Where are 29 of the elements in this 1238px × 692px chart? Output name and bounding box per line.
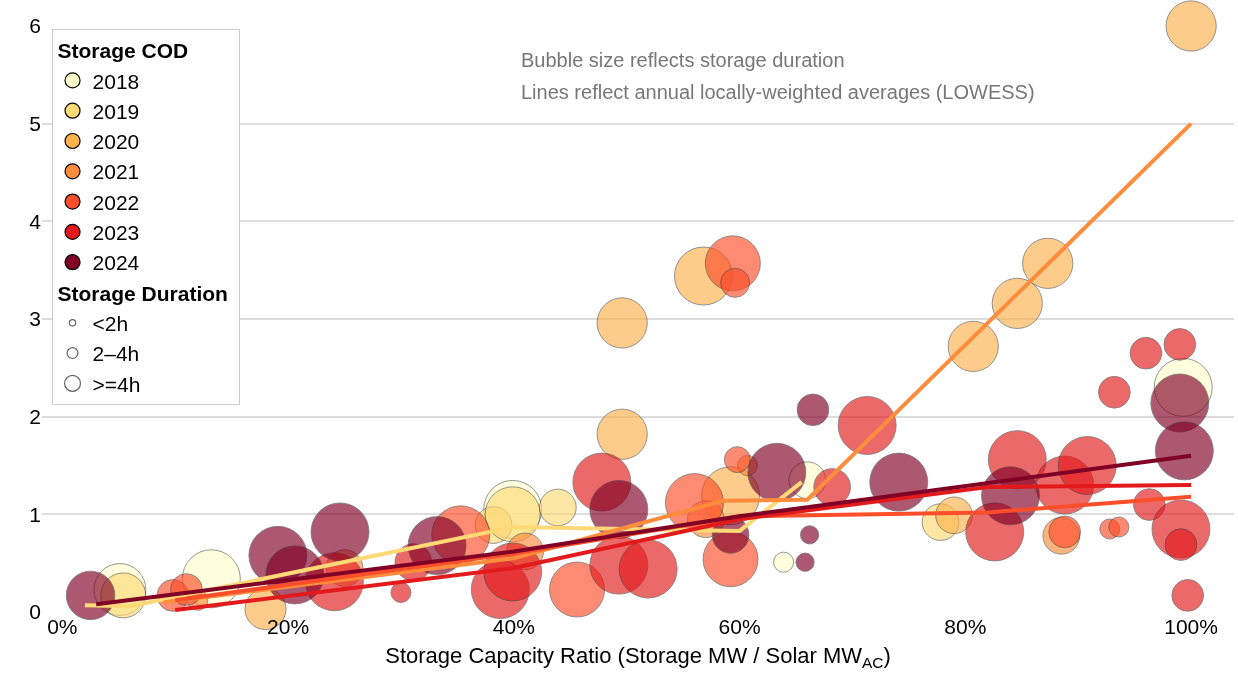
y-tick-label: 5	[29, 112, 41, 136]
legend-label: 2019	[92, 99, 140, 123]
legend-label: <2h	[92, 311, 129, 335]
legend-label: 2018	[92, 69, 140, 93]
x-axis-title: Storage Capacity Ratio (Storage MW / Solar MW$_{AC}$)	[385, 642, 891, 671]
y-tick-label: 0	[29, 600, 41, 624]
line-series	[94, 453, 1194, 607]
y-tick-label: 1	[29, 502, 41, 526]
legend-label: 2020	[92, 130, 140, 154]
legend-label: 2021	[92, 160, 140, 184]
y-tick-label: 6	[29, 14, 41, 38]
legend-label: >=4h	[92, 372, 141, 396]
legend-label: 2022	[92, 190, 140, 214]
x-tick-label: 0%	[47, 615, 78, 638]
x-tick-label: 60%	[718, 615, 761, 638]
x-tick-label: 80%	[944, 615, 987, 638]
x-tick-label: 100%	[1164, 615, 1218, 638]
x-tick-label: 40%	[492, 615, 535, 638]
legend-label: 2024	[92, 251, 140, 275]
legend-label: 2–4h	[92, 342, 140, 366]
x-tick-label: 20%	[267, 615, 310, 638]
legend-label: 2023	[92, 221, 140, 245]
y-tick-label: 2	[29, 405, 41, 429]
y-tick-label: 4	[29, 209, 42, 233]
annotation: Bubble size reflects storage duration	[521, 49, 845, 71]
y-tick-label: 3	[29, 307, 41, 331]
annotation: Storage Duration	[57, 281, 228, 305]
legend-title: Storage COD	[57, 39, 189, 63]
annotation: Lines reflect annual locally-weighted averages (LOWESS)	[521, 81, 1035, 103]
